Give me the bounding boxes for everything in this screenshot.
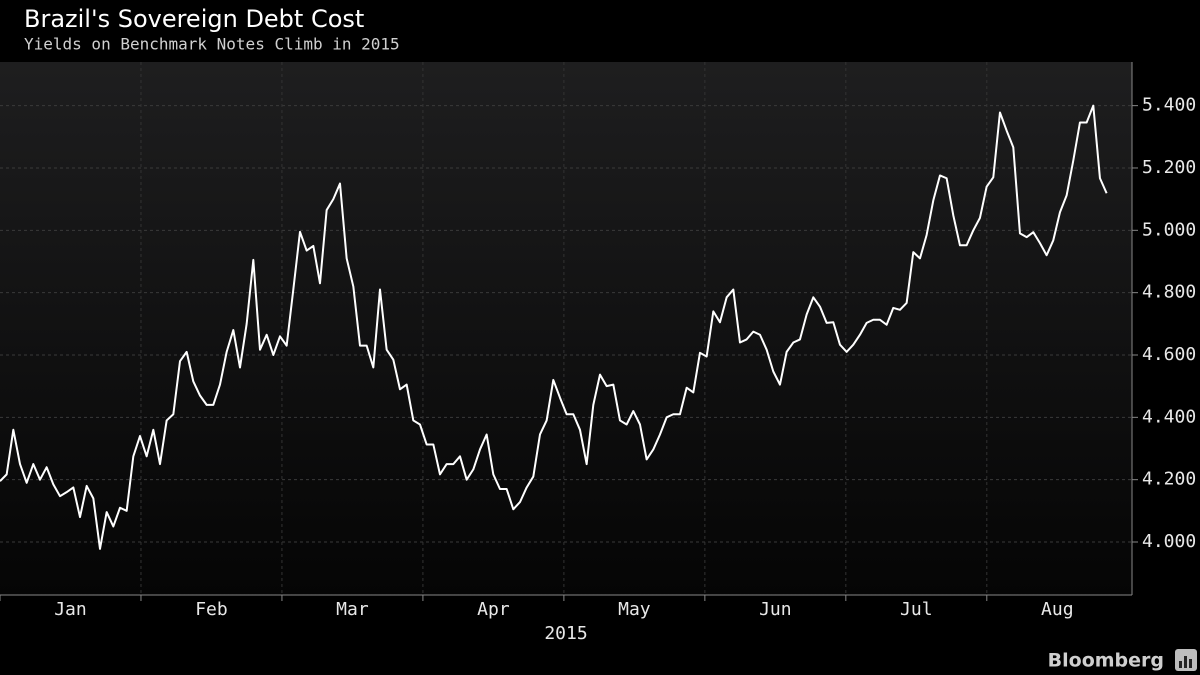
x-axis-label: 2015 (544, 623, 587, 644)
x-tick-label: May (618, 599, 651, 620)
y-tick-label: 4.200 (1142, 469, 1196, 490)
y-tick-label: 4.400 (1142, 406, 1196, 427)
chart-subtitle: Yields on Benchmark Notes Climb in 2015 (24, 35, 400, 54)
logo-icon (1175, 649, 1197, 671)
y-tick-label: 4.600 (1142, 344, 1196, 365)
x-tick-label: Jul (900, 599, 933, 620)
plot-area (0, 62, 1132, 595)
chart-title: Brazil's Sovereign Debt Cost (24, 5, 364, 33)
yield-line (0, 104, 1108, 550)
y-tick-label: 5.200 (1142, 157, 1196, 178)
y-tick-label: 5.000 (1142, 219, 1196, 240)
x-tick-label: Jun (759, 599, 792, 620)
y-tick-label: 4.800 (1142, 282, 1196, 303)
y-tick-label: 4.000 (1142, 531, 1196, 552)
source: Bloomberg (1048, 650, 1164, 672)
x-tick-label: Mar (336, 599, 369, 620)
x-tick-label: Apr (477, 599, 510, 620)
y-tick-label: 5.400 (1142, 95, 1196, 116)
x-tick-label: Feb (195, 599, 228, 620)
x-tick-label: Jan (54, 599, 87, 620)
x-tick-label: Aug (1041, 599, 1074, 620)
